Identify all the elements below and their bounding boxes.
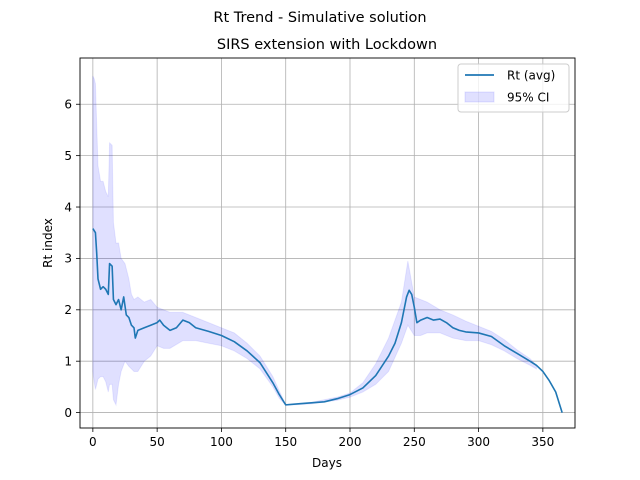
y-tick-label: 2	[64, 303, 72, 317]
chart-title: SIRS extension with Lockdown	[217, 37, 437, 53]
y-tick-label: 5	[64, 149, 72, 163]
y-axis-ticks: 0 1 2 3 4 5 6	[64, 98, 80, 420]
y-tick-label: 1	[64, 354, 72, 368]
x-tick-label: 0	[89, 435, 97, 449]
x-axis-ticks: 0 50 100 150 200 250 300 350	[89, 428, 554, 449]
x-tick-label: 250	[403, 435, 426, 449]
y-tick-label: 0	[64, 406, 72, 420]
x-tick-label: 350	[531, 435, 554, 449]
x-tick-label: 200	[339, 435, 362, 449]
x-tick-label: 50	[150, 435, 165, 449]
ci-band	[92, 75, 537, 407]
y-tick-label: 4	[64, 200, 72, 214]
x-tick-label: 300	[467, 435, 490, 449]
x-tick-label: 150	[274, 435, 297, 449]
chart-suptitle: Rt Trend - Simulative solution	[213, 10, 426, 26]
x-tick-label: 100	[210, 435, 233, 449]
y-tick-label: 3	[64, 252, 72, 266]
legend-ci-swatch	[464, 91, 495, 103]
legend-label-ci: 95% CI	[507, 91, 549, 105]
y-axis-label: Rt index	[41, 218, 55, 268]
x-axis-label: Days	[312, 456, 342, 470]
legend-label-rt-avg: Rt (avg)	[507, 69, 555, 83]
legend-box	[457, 63, 570, 113]
rt-avg-line	[92, 228, 563, 413]
plot-frame	[79, 57, 576, 429]
grid	[80, 58, 575, 428]
y-tick-label: 6	[64, 98, 72, 112]
legend: Rt (avg) 95% CI	[457, 63, 570, 113]
